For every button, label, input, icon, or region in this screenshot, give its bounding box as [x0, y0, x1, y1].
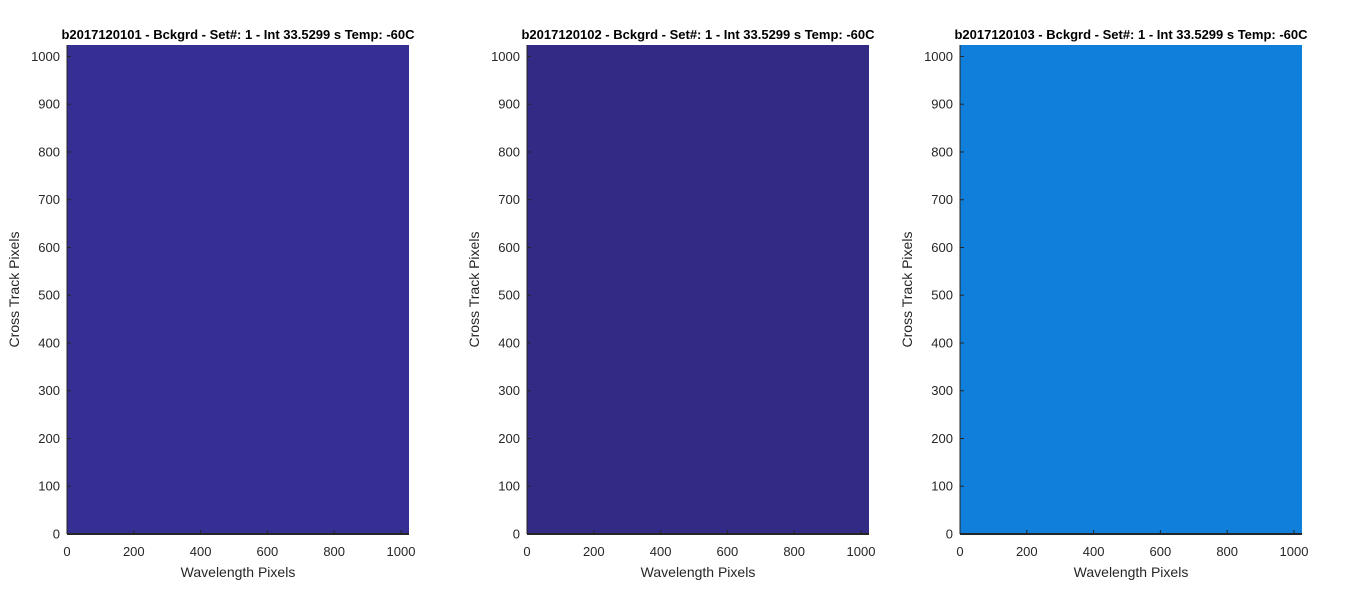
chart-panel-2: 0 100 200 300 400 500 600 700 800 900 1000 0 200 400 6… [466, 27, 875, 580]
y-tick-label: 400 [931, 335, 953, 350]
y-tick-label: 0 [946, 527, 953, 542]
x-tick-label: 200 [123, 544, 145, 559]
chart-title: b2017120103 - Bckgrd - Set#: 1 - Int 33.… [954, 27, 1308, 42]
x-tick-label: 800 [323, 544, 345, 559]
y-tick-label: 400 [38, 335, 60, 350]
y-tick-label: 800 [498, 144, 520, 159]
x-tick-label: 0 [63, 544, 70, 559]
y-tick-label: 800 [38, 144, 60, 159]
heatmap-image [527, 45, 869, 534]
y-tick-label: 1000 [31, 49, 60, 64]
x-tick-label: 1000 [847, 544, 876, 559]
chart-panel-1: 0 100 200 300 400 500 600 700 800 900 1000 0 200 400 6… [6, 27, 415, 580]
y-tick-label: 1000 [924, 49, 953, 64]
x-axis-label: Wavelength Pixels [1074, 564, 1189, 580]
chart-title: b2017120102 - Bckgrd - Set#: 1 - Int 33.… [521, 27, 875, 42]
y-tick-label: 600 [931, 240, 953, 255]
x-tick-label: 200 [1016, 544, 1038, 559]
y-tick-label: 200 [38, 431, 60, 446]
x-axis-label: Wavelength Pixels [181, 564, 296, 580]
y-axis-label: Cross Track Pixels [899, 232, 915, 348]
y-tick-label: 1000 [491, 49, 520, 64]
chart-panel-3: 0 100 200 300 400 500 600 700 800 900 1000 0 200 400 6… [899, 27, 1308, 580]
x-tick-label: 0 [523, 544, 530, 559]
y-tick-label: 100 [498, 479, 520, 494]
x-tick-label: 400 [190, 544, 212, 559]
heatmap-image [960, 45, 1302, 534]
heatmap-image [67, 45, 409, 534]
y-tick-label: 400 [498, 335, 520, 350]
y-tick-label: 800 [931, 144, 953, 159]
x-tick-label: 400 [650, 544, 672, 559]
y-tick-label: 500 [38, 288, 60, 303]
x-tick-label: 800 [1216, 544, 1238, 559]
y-axis-label: Cross Track Pixels [6, 232, 22, 348]
y-tick-label: 0 [513, 527, 520, 542]
x-tick-label: 400 [1083, 544, 1105, 559]
y-tick-label: 300 [498, 383, 520, 398]
y-tick-label: 300 [931, 383, 953, 398]
x-axis-label: Wavelength Pixels [641, 564, 756, 580]
y-tick-label: 900 [498, 97, 520, 112]
y-axis-label: Cross Track Pixels [466, 232, 482, 348]
x-tick-label: 600 [257, 544, 279, 559]
y-tick-label: 500 [498, 288, 520, 303]
y-tick-label: 700 [38, 192, 60, 207]
x-tick-label: 1000 [1280, 544, 1309, 559]
x-tick-label: 600 [1150, 544, 1172, 559]
x-tick-label: 0 [956, 544, 963, 559]
chart-title: b2017120101 - Bckgrd - Set#: 1 - Int 33.… [61, 27, 415, 42]
y-tick-label: 0 [53, 527, 60, 542]
y-tick-label: 600 [38, 240, 60, 255]
x-tick-label: 800 [783, 544, 805, 559]
y-tick-label: 600 [498, 240, 520, 255]
y-tick-label: 900 [931, 97, 953, 112]
y-tick-label: 900 [38, 97, 60, 112]
y-tick-label: 100 [931, 479, 953, 494]
x-tick-label: 600 [717, 544, 739, 559]
y-tick-label: 200 [931, 431, 953, 446]
x-tick-label: 200 [583, 544, 605, 559]
y-tick-label: 500 [931, 288, 953, 303]
x-tick-label: 1000 [387, 544, 416, 559]
y-tick-label: 700 [931, 192, 953, 207]
y-tick-label: 700 [498, 192, 520, 207]
y-tick-label: 300 [38, 383, 60, 398]
y-tick-label: 200 [498, 431, 520, 446]
y-tick-label: 100 [38, 479, 60, 494]
